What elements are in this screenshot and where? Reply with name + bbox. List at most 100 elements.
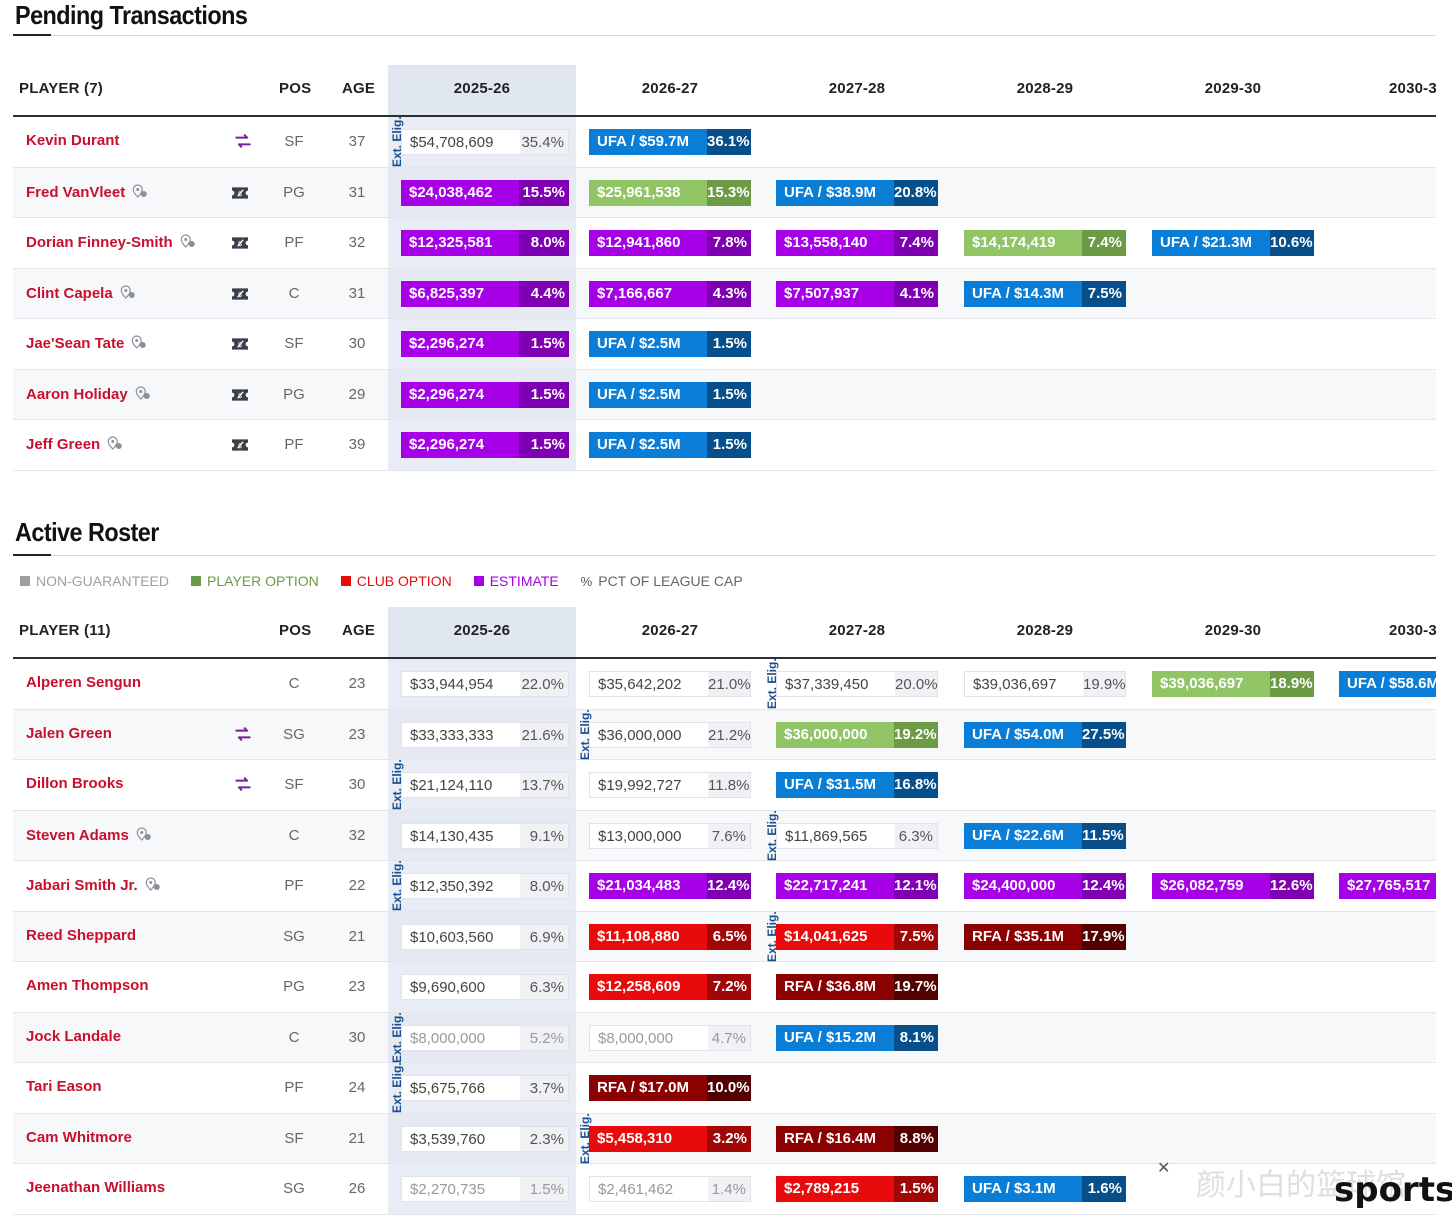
pending-header-season-2027-28[interactable]: 2027-28 xyxy=(828,80,886,97)
salary-cell-2026-27[interactable]: $13,000,000 7.6% xyxy=(589,822,751,849)
salary-cell-2026-27[interactable]: UFA / $2.5M 1.5% xyxy=(589,432,751,458)
active-header-player[interactable]: PLAYER (11) xyxy=(19,622,111,639)
player-name-text[interactable]: Reed Sheppard xyxy=(26,926,137,944)
player-name-link[interactable]: Kevin Durant xyxy=(26,132,119,149)
salary-cell-2025-26[interactable]: $5,675,766 3.7% xyxy=(401,1075,569,1101)
salary-cell-2029-30[interactable]: UFA / $21.3M 10.6% xyxy=(1152,230,1314,256)
salary-cell-2025-26[interactable]: $3,539,760 2.3% xyxy=(401,1125,569,1152)
player-name-text[interactable]: Fred VanVleet xyxy=(26,183,126,201)
player-name-link[interactable]: Jalen Green xyxy=(26,725,112,742)
active-header-pos[interactable]: POS xyxy=(279,622,312,639)
salary-cell-2025-26[interactable]: $9,690,600 6.3% xyxy=(401,974,569,1000)
salary-cell-2025-26[interactable]: $24,038,462 15.5% xyxy=(401,179,569,206)
salary-cell-2025-26[interactable]: $2,296,274 1.5% xyxy=(401,432,569,458)
salary-cell-2025-26[interactable]: $2,270,735 1.5% xyxy=(401,1176,569,1202)
salary-cell-2027-28[interactable]: $11,869,565 6.3% xyxy=(776,822,938,849)
salary-cell-2030-3[interactable]: $27,765,517 xyxy=(1339,873,1436,899)
player-name-link[interactable]: Alperen Sengun xyxy=(26,674,141,691)
salary-cell-2026-27[interactable]: $5,458,310 3.2% xyxy=(589,1125,751,1152)
salary-cell-2028-29[interactable]: UFA / $22.6M 11.5% xyxy=(964,822,1126,849)
player-name-link[interactable]: Steven Adams xyxy=(26,826,153,844)
salary-cell-2028-29[interactable]: UFA / $54.0M 27.5% xyxy=(964,721,1126,748)
player-name-text[interactable]: Cam Whitmore xyxy=(26,1128,132,1146)
salary-cell-2026-27[interactable]: $12,941,860 7.8% xyxy=(589,230,751,256)
player-name-text[interactable]: Steven Adams xyxy=(26,826,129,844)
close-icon[interactable]: ✕ xyxy=(1157,1160,1171,1177)
active-header-season-2030-3[interactable]: 2030-3 xyxy=(1389,622,1436,639)
player-name-link[interactable]: Fred VanVleet xyxy=(26,183,149,201)
salary-cell-2026-27[interactable]: $25,961,538 15.3% xyxy=(589,179,751,206)
salary-cell-2027-28[interactable]: $14,041,625 7.5% xyxy=(776,923,938,950)
salary-cell-2029-30[interactable]: $39,036,697 18.9% xyxy=(1152,671,1314,697)
player-name-link[interactable]: Jabari Smith Jr. xyxy=(26,876,162,894)
player-name-text[interactable]: Tari Eason xyxy=(26,1078,102,1095)
salary-cell-2028-29[interactable]: RFA / $35.1M 17.9% xyxy=(964,923,1126,950)
salary-cell-2027-28[interactable]: $36,000,000 19.2% xyxy=(776,721,938,748)
salary-cell-2027-28[interactable]: RFA / $16.4M 8.8% xyxy=(776,1125,938,1152)
salary-cell-2028-29[interactable]: $14,174,419 7.4% xyxy=(964,230,1126,256)
pending-header-season-2028-29[interactable]: 2028-29 xyxy=(1016,80,1074,97)
pending-header-age[interactable]: AGE xyxy=(342,80,376,97)
salary-cell-2025-26[interactable]: $8,000,000 5.2% xyxy=(401,1024,569,1051)
active-header-season-2028-29[interactable]: 2028-29 xyxy=(1016,622,1074,639)
salary-cell-2025-26[interactable]: $14,130,435 9.1% xyxy=(401,822,569,849)
pending-header-season-2030-3[interactable]: 2030-3 xyxy=(1389,80,1436,97)
player-name-link[interactable]: Tari Eason xyxy=(26,1078,102,1095)
player-name-text[interactable]: Dillon Brooks xyxy=(26,775,124,792)
salary-cell-2025-26[interactable]: $2,296,274 1.5% xyxy=(401,381,569,408)
salary-cell-2027-28[interactable]: UFA / $38.9M 20.8% xyxy=(776,179,938,206)
player-name-text[interactable]: Jabari Smith Jr. xyxy=(26,877,138,894)
salary-cell-2026-27[interactable]: $7,166,667 4.3% xyxy=(589,280,751,307)
player-name-text[interactable]: Jeff Green xyxy=(26,436,101,453)
salary-cell-2025-26[interactable]: $6,825,397 4.4% xyxy=(401,280,569,307)
salary-cell-2026-27[interactable]: RFA / $17.0M 10.0% xyxy=(589,1075,751,1101)
active-header-season-2027-28[interactable]: 2027-28 xyxy=(828,622,886,639)
salary-cell-2026-27[interactable]: UFA / $59.7M 36.1% xyxy=(589,129,751,155)
pending-header-season-2026-27[interactable]: 2026-27 xyxy=(641,80,699,97)
salary-cell-2026-27[interactable]: UFA / $2.5M 1.5% xyxy=(589,331,751,357)
salary-cell-2026-27[interactable]: $35,642,202 21.0% xyxy=(589,671,751,697)
active-header-season-2026-27[interactable]: 2026-27 xyxy=(641,622,699,639)
salary-cell-2026-27[interactable]: $8,000,000 4.7% xyxy=(589,1024,751,1051)
player-name-text[interactable]: Jeenathan Williams xyxy=(26,1179,166,1196)
player-name-text[interactable]: Jae'Sean Tate xyxy=(26,335,125,352)
player-name-link[interactable]: Jeenathan Williams xyxy=(26,1179,165,1196)
player-name-text[interactable]: Dorian Finney-Smith xyxy=(26,234,173,251)
salary-cell-2027-28[interactable]: $7,507,937 4.1% xyxy=(776,280,938,307)
salary-cell-2027-28[interactable]: UFA / $31.5M 16.8% xyxy=(776,772,938,798)
salary-cell-2025-26[interactable]: $54,708,609 35.4% xyxy=(401,129,569,155)
active-header-season-2025-26[interactable]: 2025-26 xyxy=(453,622,511,639)
pending-header-pos[interactable]: POS xyxy=(279,80,312,97)
player-name-text[interactable]: Kevin Durant xyxy=(26,132,120,149)
salary-cell-2027-28[interactable]: UFA / $15.2M 8.1% xyxy=(776,1024,938,1051)
player-name-text[interactable]: Jalen Green xyxy=(26,724,112,742)
player-name-link[interactable]: Cam Whitmore xyxy=(26,1129,132,1146)
player-name-text[interactable]: Alperen Sengun xyxy=(26,674,142,691)
player-name-link[interactable]: Reed Sheppard xyxy=(26,927,136,944)
salary-cell-2027-28[interactable]: $22,717,241 12.1% xyxy=(776,873,938,899)
salary-cell-2026-27[interactable]: $21,034,483 12.4% xyxy=(589,873,751,899)
salary-cell-2026-27[interactable]: $2,461,462 1.4% xyxy=(589,1176,751,1202)
active-header-age[interactable]: AGE xyxy=(342,622,376,639)
salary-cell-2026-27[interactable]: UFA / $2.5M 1.5% xyxy=(589,381,751,408)
player-name-text[interactable]: Amen Thompson xyxy=(26,977,149,994)
player-name-link[interactable]: Aaron Holiday xyxy=(26,385,152,403)
player-name-link[interactable]: Jock Landale xyxy=(26,1028,121,1045)
salary-cell-2030-3[interactable]: UFA / $58.6M xyxy=(1339,671,1436,697)
pending-header-season-2029-30[interactable]: 2029-30 xyxy=(1204,80,1262,97)
salary-cell-2026-27[interactable]: $19,992,727 11.8% xyxy=(589,772,751,798)
salary-cell-2026-27[interactable]: $11,108,880 6.5% xyxy=(589,923,751,950)
salary-cell-2026-27[interactable]: $12,258,609 7.2% xyxy=(589,974,751,1000)
player-name-link[interactable]: Jae'Sean Tate xyxy=(26,334,148,352)
salary-cell-2025-26[interactable]: $12,350,392 8.0% xyxy=(401,873,569,899)
salary-cell-2025-26[interactable]: $33,944,954 22.0% xyxy=(401,671,569,697)
salary-cell-2029-30[interactable]: $26,082,759 12.6% xyxy=(1152,873,1314,899)
pending-header-season-2025-26[interactable]: 2025-26 xyxy=(453,80,511,97)
player-name-text[interactable]: Aaron Holiday xyxy=(26,385,128,403)
active-header-season-2029-30[interactable]: 2029-30 xyxy=(1204,622,1262,639)
salary-cell-2027-28[interactable]: $37,339,450 20.0% xyxy=(776,671,938,697)
salary-cell-2026-27[interactable]: $36,000,000 21.2% xyxy=(589,721,751,748)
player-name-text[interactable]: Clint Capela xyxy=(26,284,113,302)
salary-cell-2027-28[interactable]: $13,558,140 7.4% xyxy=(776,230,938,256)
pending-header-player[interactable]: PLAYER (7) xyxy=(19,80,103,97)
